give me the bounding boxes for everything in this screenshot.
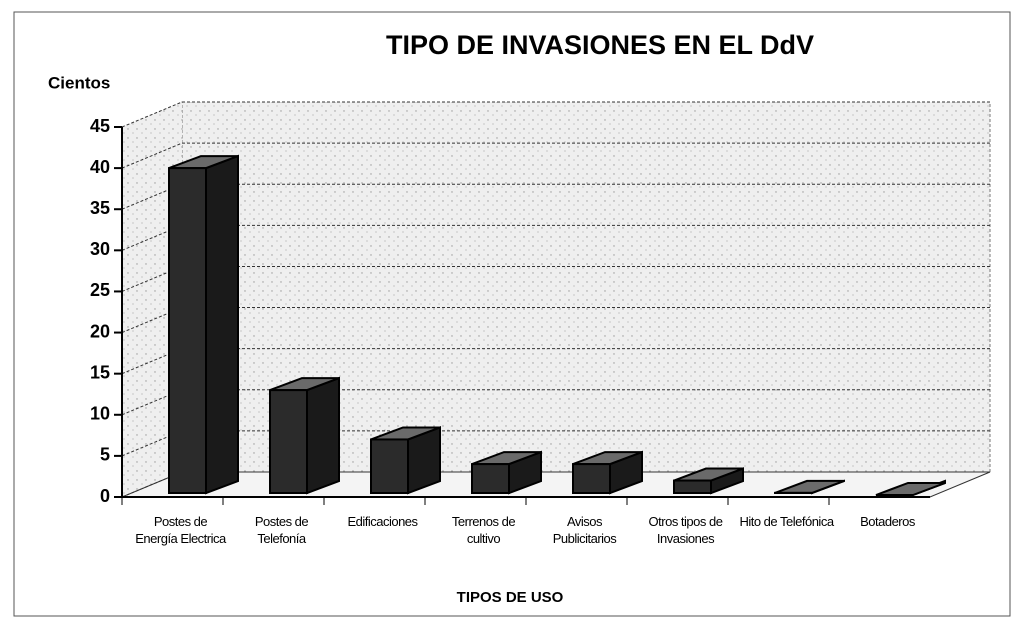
- grid-line: [121, 224, 183, 251]
- bar: [370, 438, 409, 495]
- y-tick-label: 5: [100, 445, 110, 465]
- floor: [121, 471, 991, 498]
- y-tick-label: 20: [90, 321, 110, 341]
- y-tick-label: 25: [90, 280, 110, 300]
- y-axis-title: Cientos: [48, 73, 110, 92]
- x-tick-label: Terrenos de cultivo: [451, 514, 516, 546]
- bar: [471, 463, 510, 495]
- x-tick-label: Hito de Telefónica: [739, 514, 834, 529]
- y-tick-label: 10: [90, 404, 110, 424]
- y-tick-label: 45: [90, 116, 110, 136]
- y-tick-label: 30: [90, 239, 110, 259]
- side-wall: [122, 102, 182, 497]
- grid-line: [121, 430, 183, 457]
- x-tick-label: Postes de Telefonía: [254, 514, 309, 546]
- bar-side: [306, 376, 340, 495]
- grid-line: [121, 307, 183, 334]
- x-tick-label: Edificaciones: [347, 514, 418, 529]
- bar: [269, 389, 308, 494]
- grid-line: [121, 142, 183, 169]
- x-tick-label: Postes de Energía Electrica: [135, 514, 226, 546]
- x-tick-label: Avisos Publicitarios: [552, 514, 617, 546]
- x-tick-label: Botaderos: [860, 514, 915, 529]
- grid-line: [121, 101, 183, 128]
- grid-line: [121, 183, 183, 210]
- y-tick-label: 0: [100, 486, 110, 506]
- bar-top: [875, 482, 946, 496]
- bar: [572, 463, 611, 495]
- y-tick-label: 15: [90, 362, 110, 382]
- bar: [673, 479, 712, 494]
- bar: [168, 167, 207, 494]
- chart-title: TIPO DE INVASIONES EN EL DdV: [386, 30, 814, 60]
- y-tick-label: 35: [90, 198, 110, 218]
- y-tick-label: 40: [90, 157, 110, 177]
- x-tick-label: Otros tipos de Invasiones: [648, 514, 723, 546]
- grid-line: [121, 265, 183, 292]
- grid-line: [121, 471, 183, 498]
- grid-line: [121, 348, 183, 375]
- grid-line: [121, 389, 183, 416]
- bar-side: [205, 154, 239, 495]
- x-axis-title: TIPOS DE USO: [457, 589, 564, 606]
